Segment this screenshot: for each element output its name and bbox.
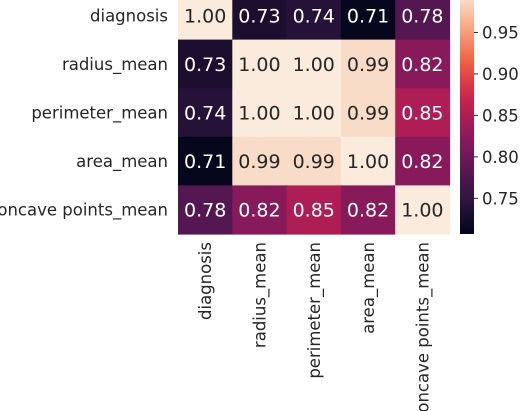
heatmap-cell <box>178 136 233 186</box>
cell-value-label: 0.82 <box>238 200 280 222</box>
cell-value-label: 0.99 <box>347 54 389 76</box>
cell-value-label: 1.00 <box>347 151 389 173</box>
cell-value-label: 0.82 <box>347 200 389 222</box>
cell-value-label: 0.85 <box>401 103 443 125</box>
heatmap-cell <box>395 185 451 235</box>
cell-value-label: 1.00 <box>238 54 280 76</box>
heatmap-cell <box>340 0 396 41</box>
cell-value-label: 1.00 <box>238 103 280 125</box>
heatmap-cell <box>178 88 233 138</box>
heatmap-cell <box>340 88 396 138</box>
heatmap-cell <box>395 39 451 89</box>
colorbar <box>460 0 474 234</box>
heatmap-cell <box>232 88 288 138</box>
cell-value-label: 1.00 <box>184 5 226 27</box>
cell-value-label: 0.85 <box>293 200 335 222</box>
cell-value-label: 0.78 <box>401 5 443 27</box>
row-tick-label: area_mean <box>76 152 168 172</box>
colorbar-tick-label: 1.00 <box>482 0 519 1</box>
column-tick-label: area_mean <box>359 242 379 334</box>
heatmap-cell <box>340 185 396 235</box>
column-tick-label: radius_mean <box>250 242 270 348</box>
cell-value-label: 0.99 <box>293 151 335 173</box>
column-tick-label: perimeter_mean <box>305 242 325 379</box>
colorbar-tick-label: 0.85 <box>482 106 519 125</box>
heatmap-cell <box>232 0 288 41</box>
cell-value-label: 0.82 <box>401 54 443 76</box>
cell-value-label: 0.78 <box>184 200 226 222</box>
heatmap-cell <box>232 39 288 89</box>
cell-value-label: 0.74 <box>293 5 335 27</box>
cell-value-label: 1.00 <box>293 103 335 125</box>
cell-value-label: 0.71 <box>347 5 389 27</box>
colorbar-tick-label: 0.75 <box>482 189 519 208</box>
row-tick-label: diagnosis <box>90 6 168 25</box>
cell-value-label: 0.99 <box>238 151 280 173</box>
cell-value-label: 0.71 <box>184 151 226 173</box>
heatmap-cell <box>286 136 342 186</box>
cell-value-label: 0.73 <box>184 54 226 76</box>
colorbar-tick-label: 0.90 <box>482 65 519 84</box>
heatmap-cell <box>286 39 342 89</box>
cell-value-label: 0.82 <box>401 151 443 173</box>
row-tick-label: radius_mean <box>62 55 168 75</box>
heatmap-cell <box>395 88 451 138</box>
heatmap-cell <box>286 88 342 138</box>
heatmap-cell <box>286 185 342 235</box>
heatmap-cell <box>178 39 233 89</box>
column-tick-label: concave points_mean <box>413 242 433 411</box>
colorbar-tick-label: 0.80 <box>482 148 519 167</box>
row-tick-label: concave points_mean <box>0 201 168 221</box>
cell-value-label: 0.74 <box>184 103 226 125</box>
heatmap-cell <box>395 136 451 186</box>
cell-value-label: 1.00 <box>293 54 335 76</box>
heatmap-cell <box>178 0 233 41</box>
heatmap-cell <box>340 39 396 89</box>
heatmap-cell <box>340 136 396 186</box>
heatmap-cell <box>286 0 342 41</box>
cell-value-label: 0.73 <box>238 5 280 27</box>
column-tick-label: diagnosis <box>196 242 215 320</box>
cell-value-label: 0.99 <box>347 103 389 125</box>
cell-value-label: 1.00 <box>401 200 443 222</box>
heatmap-cell <box>232 185 288 235</box>
heatmap-cell <box>395 0 451 41</box>
colorbar-tick-label: 0.95 <box>482 23 519 42</box>
heatmap-cell <box>232 136 288 186</box>
heatmap-cell <box>178 185 233 235</box>
row-tick-label: perimeter_mean <box>31 104 168 124</box>
